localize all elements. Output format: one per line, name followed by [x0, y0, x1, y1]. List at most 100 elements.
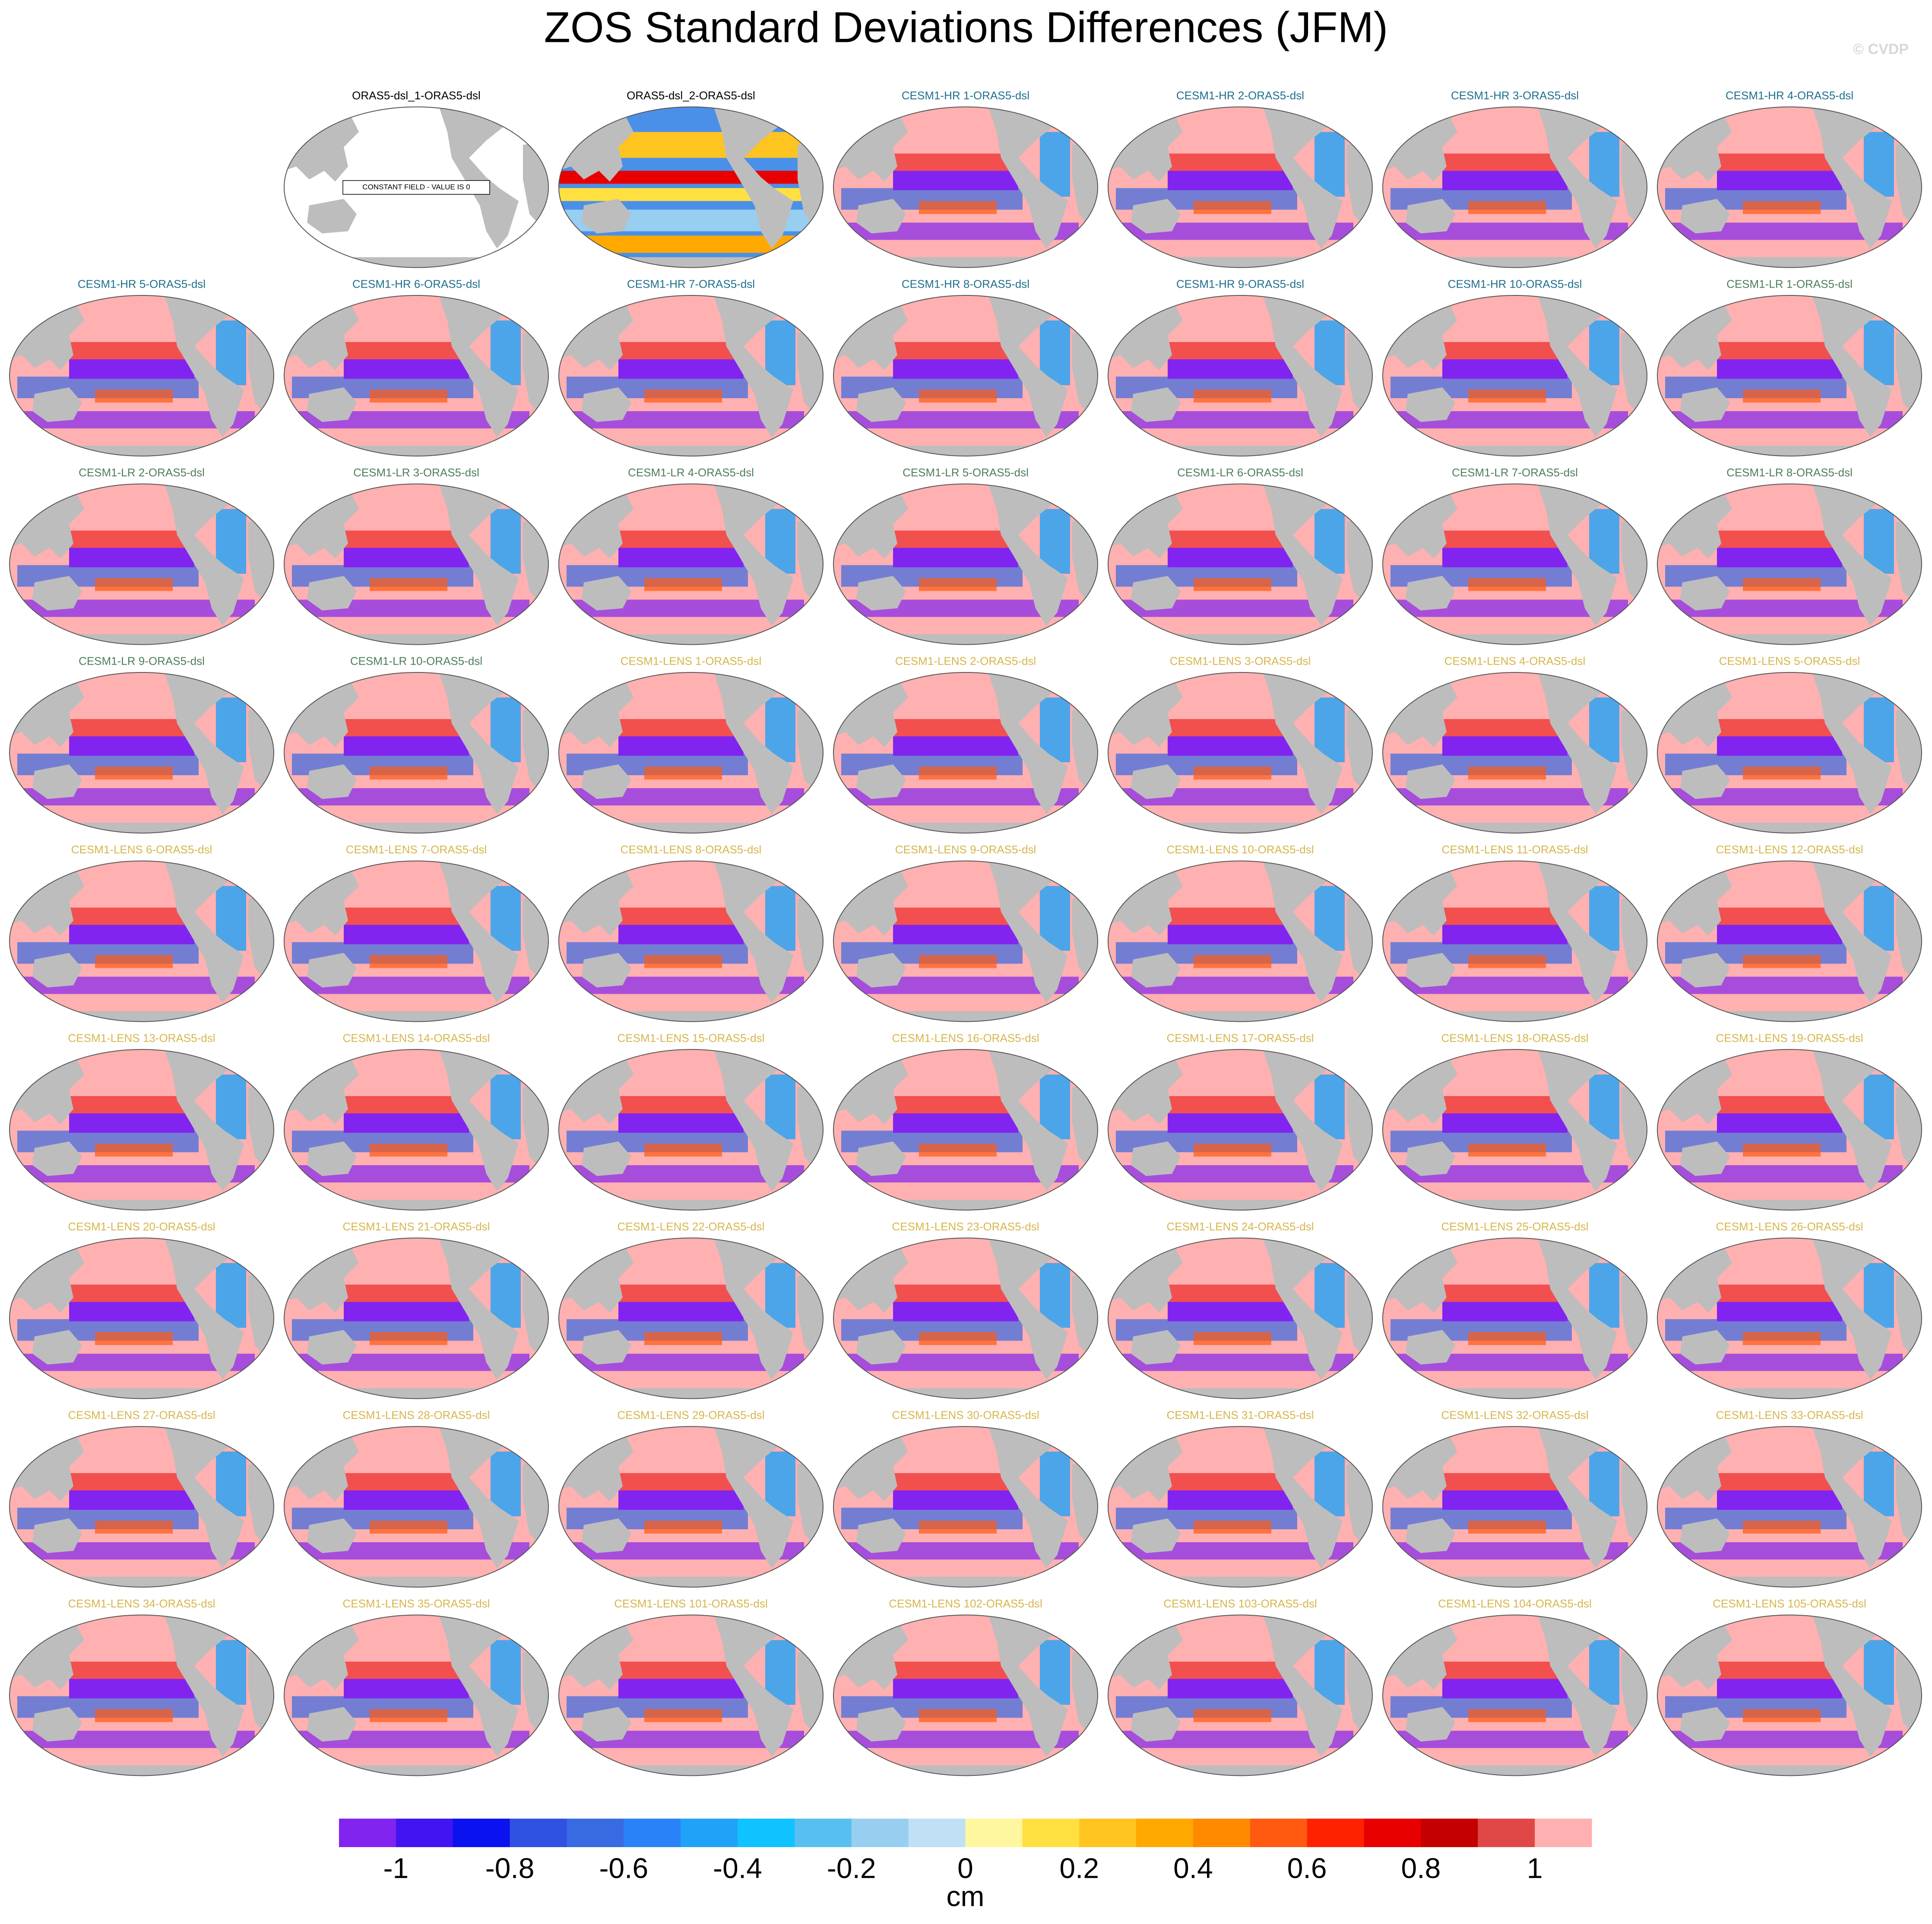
colorbar-box [1364, 1819, 1421, 1847]
map-panel: ORAS5-dsl_2-ORAS5-dsl [558, 89, 824, 269]
panel-title: CESM1-LENS 101-ORAS5-dsl [614, 1597, 767, 1610]
map [283, 860, 549, 1023]
colorbar-box [1535, 1819, 1592, 1847]
colorbar-box [567, 1819, 624, 1847]
map [558, 483, 824, 646]
map-panel: CESM1-LENS 102-ORAS5-dsl [833, 1597, 1099, 1777]
map [283, 1614, 549, 1777]
map-panel: CESM1-LENS 22-ORAS5-dsl [558, 1220, 824, 1400]
colorbar-tick-label: 0.2 [1059, 1852, 1099, 1884]
map-panel: CESM1-LR 4-ORAS5-dsl [558, 466, 824, 646]
map [9, 295, 275, 457]
colorbar-box [1421, 1819, 1478, 1847]
panel-title: CESM1-LENS 2-ORAS5-dsl [895, 654, 1036, 667]
map-panel: CESM1-LENS 24-ORAS5-dsl [1107, 1220, 1373, 1400]
map-panel: CESM1-LENS 105-ORAS5-dsl [1656, 1597, 1922, 1777]
colorbar-box [1022, 1819, 1080, 1847]
map [833, 1426, 1099, 1588]
map [1107, 483, 1373, 646]
map [1382, 106, 1648, 269]
map-panel: CESM1-LENS 9-ORAS5-dsl [833, 843, 1099, 1023]
panel-title: CESM1-LENS 25-ORAS5-dsl [1441, 1220, 1589, 1233]
map [1382, 860, 1648, 1023]
map [833, 1049, 1099, 1211]
map [558, 1237, 824, 1400]
map [833, 106, 1099, 269]
map [1656, 483, 1922, 646]
colorbar-tick-label: -0.6 [599, 1852, 648, 1884]
map [1656, 1237, 1922, 1400]
map-panel: CESM1-LENS 29-ORAS5-dsl [558, 1408, 824, 1588]
panel-title: CESM1-LENS 23-ORAS5-dsl [892, 1220, 1039, 1233]
panel-title: CESM1-LENS 17-ORAS5-dsl [1167, 1031, 1314, 1044]
map [283, 483, 549, 646]
map [1382, 1237, 1648, 1400]
map-panel: CESM1-LENS 10-ORAS5-dsl [1107, 843, 1373, 1023]
map [283, 672, 549, 834]
colorbar-tick-label: 0 [957, 1852, 973, 1884]
map-panel: CESM1-LR 9-ORAS5-dsl [9, 654, 275, 834]
map [1382, 1614, 1648, 1777]
panel-title: CESM1-LENS 9-ORAS5-dsl [895, 843, 1036, 856]
map [1656, 1614, 1922, 1777]
panel-title: CESM1-LENS 103-ORAS5-dsl [1163, 1597, 1317, 1610]
colorbar-box [624, 1819, 681, 1847]
colorbar: -1 -0.8 -0.6 -0.4 -0.2 0 0.2 0.4 0.6 0.8 1 cm [339, 1819, 1592, 1912]
map-panel: CESM1-LENS 32-ORAS5-dsl [1382, 1408, 1648, 1588]
panel-title: CESM1-LENS 21-ORAS5-dsl [343, 1220, 490, 1233]
map-panel: CESM1-HR 10-ORAS5-dsl [1382, 277, 1648, 457]
map [1382, 1426, 1648, 1588]
panel-title: CESM1-LENS 14-ORAS5-dsl [343, 1031, 490, 1044]
map [1107, 1614, 1373, 1777]
map [1107, 1426, 1373, 1588]
panel-title: CESM1-LENS 16-ORAS5-dsl [892, 1031, 1039, 1044]
panel-title: CESM1-LENS 33-ORAS5-dsl [1716, 1408, 1863, 1421]
map [283, 1049, 549, 1211]
map-panel: CESM1-LR 6-ORAS5-dsl [1107, 466, 1373, 646]
map-panel: CESM1-LENS 3-ORAS5-dsl [1107, 654, 1373, 834]
map [833, 295, 1099, 457]
map-panel: CESM1-LENS 14-ORAS5-dsl [283, 1031, 549, 1211]
map-panel: CESM1-LR 7-ORAS5-dsl [1382, 466, 1648, 646]
map-panel: CESM1-LENS 5-ORAS5-dsl [1656, 654, 1922, 834]
colorbar-tick-label: -0.2 [827, 1852, 876, 1884]
map-panel: CESM1-LENS 1-ORAS5-dsl [558, 654, 824, 834]
panel-title: CESM1-LR 1-ORAS5-dsl [1726, 277, 1853, 290]
map-panel: CESM1-LR 1-ORAS5-dsl [1656, 277, 1922, 457]
panel-grid: ORAS5-dsl_1-ORAS5-dsl CONSTANT FIELD - VA… [9, 89, 1922, 1777]
map-panel: CESM1-HR 9-ORAS5-dsl [1107, 277, 1373, 457]
map-panel: CESM1-LENS 11-ORAS5-dsl [1382, 843, 1648, 1023]
colorbar-tick-label: -0.4 [713, 1852, 762, 1884]
panel-title: CESM1-LENS 32-ORAS5-dsl [1441, 1408, 1589, 1421]
map-panel: CESM1-HR 6-ORAS5-dsl [283, 277, 549, 457]
map [1656, 1426, 1922, 1588]
map [283, 1426, 549, 1588]
panel-title: CESM1-LENS 34-ORAS5-dsl [68, 1597, 215, 1610]
panel-title: CESM1-LR 3-ORAS5-dsl [353, 466, 479, 479]
panel-title: CESM1-LENS 19-ORAS5-dsl [1716, 1031, 1863, 1044]
panel-title: ORAS5-dsl_1-ORAS5-dsl [352, 89, 481, 102]
map [558, 672, 824, 834]
colorbar-box [1079, 1819, 1137, 1847]
colorbar-box [396, 1819, 453, 1847]
colorbar-box [1307, 1819, 1365, 1847]
colorbar-box [794, 1819, 852, 1847]
colorbar-box [453, 1819, 510, 1847]
panel-title: CESM1-LR 5-ORAS5-dsl [903, 466, 1029, 479]
map [1656, 860, 1922, 1023]
panel-title: CESM1-HR 1-ORAS5-dsl [902, 89, 1029, 102]
panel-title: CESM1-LENS 20-ORAS5-dsl [68, 1220, 215, 1233]
map-panel: CESM1-LENS 23-ORAS5-dsl [833, 1220, 1099, 1400]
panel-title: CESM1-LENS 31-ORAS5-dsl [1167, 1408, 1314, 1421]
map-panel: CESM1-LENS 18-ORAS5-dsl [1382, 1031, 1648, 1211]
map [1656, 1049, 1922, 1211]
panel-title: CESM1-LENS 13-ORAS5-dsl [68, 1031, 215, 1044]
panel-title: CESM1-LR 6-ORAS5-dsl [1177, 466, 1303, 479]
panel-title: CESM1-LENS 6-ORAS5-dsl [71, 843, 212, 856]
map [1382, 1049, 1648, 1211]
colorbar-box [1478, 1819, 1535, 1847]
panel-title: CESM1-LR 8-ORAS5-dsl [1726, 466, 1853, 479]
colorbar-label: cm [947, 1880, 985, 1912]
panel-title: CESM1-HR 7-ORAS5-dsl [627, 277, 755, 290]
map [1656, 295, 1922, 457]
